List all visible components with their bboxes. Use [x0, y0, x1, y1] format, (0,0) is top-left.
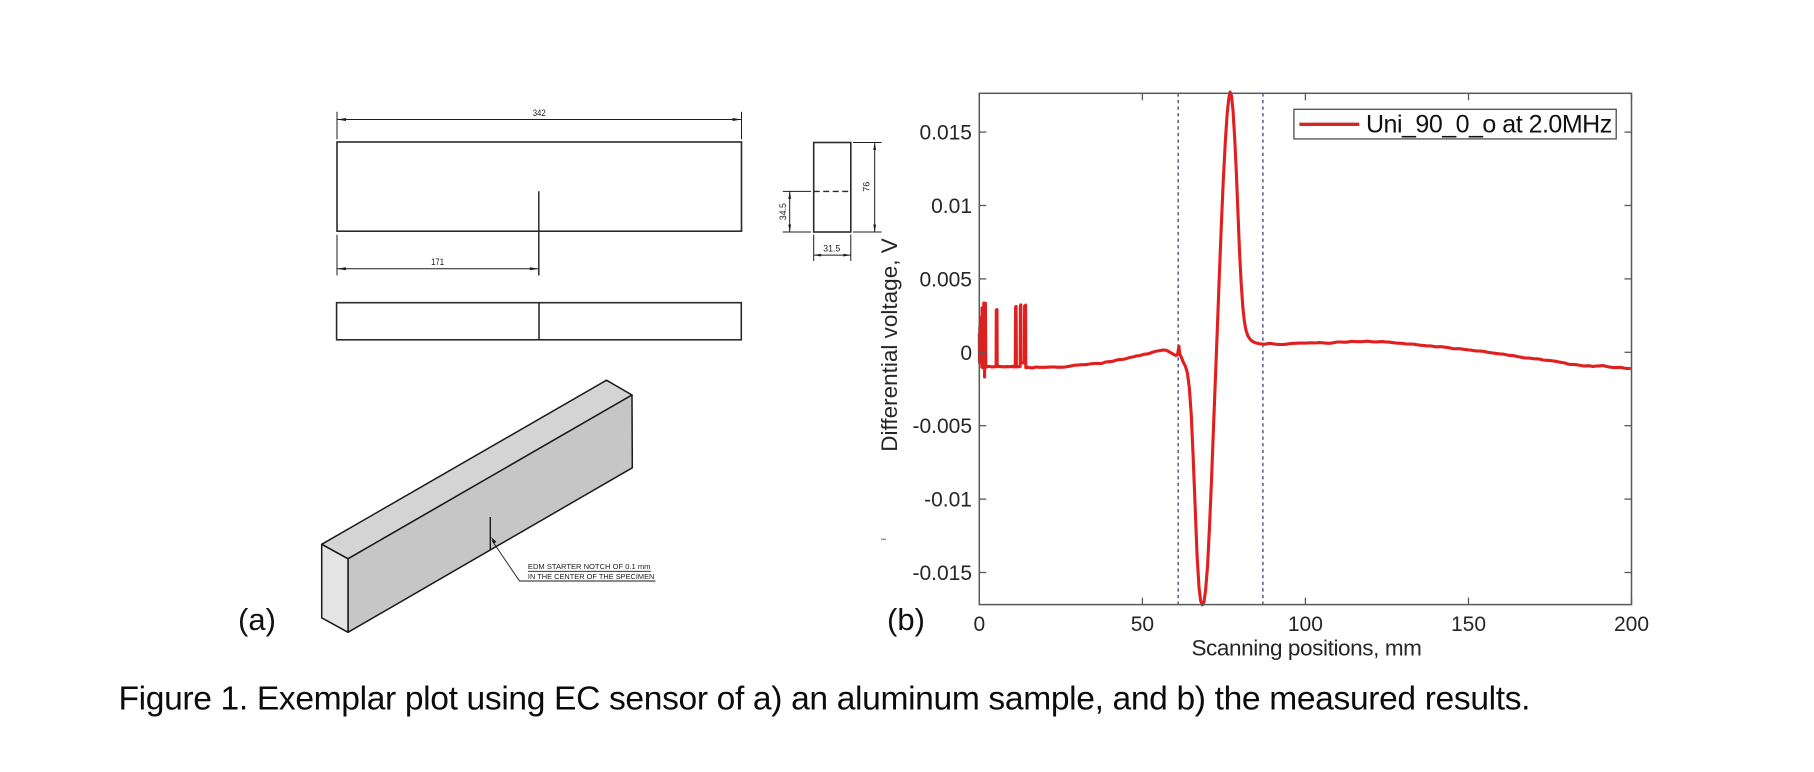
- svg-text:0.01: 0.01: [931, 195, 972, 218]
- svg-text:171: 171: [431, 257, 444, 268]
- svg-text:Scanning positions, mm: Scanning positions, mm: [1191, 636, 1421, 661]
- svg-text:150: 150: [1451, 613, 1486, 636]
- svg-text:Uni_90_0_o at 2.0MHz: Uni_90_0_o at 2.0MHz: [1366, 111, 1612, 139]
- svg-text:342: 342: [533, 108, 546, 119]
- svg-text:0: 0: [973, 613, 985, 636]
- svg-text:200: 200: [1614, 613, 1649, 636]
- svg-text:Differential voltage, V: Differential voltage, V: [877, 238, 902, 451]
- svg-text:(b): (b): [887, 602, 925, 637]
- svg-text:0.015: 0.015: [919, 122, 972, 145]
- svg-text:EDM STARTER NOTCH OF 0.1 mm: EDM STARTER NOTCH OF 0.1 mm: [528, 562, 651, 571]
- svg-text:100: 100: [1288, 613, 1323, 636]
- svg-text:0: 0: [960, 342, 972, 365]
- svg-text:(a): (a): [238, 602, 276, 637]
- svg-text:31.5: 31.5: [823, 244, 840, 255]
- svg-text:-0.015: -0.015: [912, 562, 972, 585]
- svg-text:50: 50: [1131, 613, 1154, 636]
- svg-text:34.5: 34.5: [778, 203, 789, 220]
- svg-text:Figure 1. Exemplar plot using: Figure 1. Exemplar plot using EC sensor …: [119, 680, 1531, 717]
- svg-text:-0.01: -0.01: [924, 489, 972, 512]
- svg-text:-0.005: -0.005: [912, 415, 972, 438]
- svg-text:76: 76: [862, 182, 873, 192]
- svg-text:IN THE CENTER OF THE SPECIMEN: IN THE CENTER OF THE SPECIMEN: [528, 572, 655, 581]
- svg-text:0.005: 0.005: [919, 268, 972, 291]
